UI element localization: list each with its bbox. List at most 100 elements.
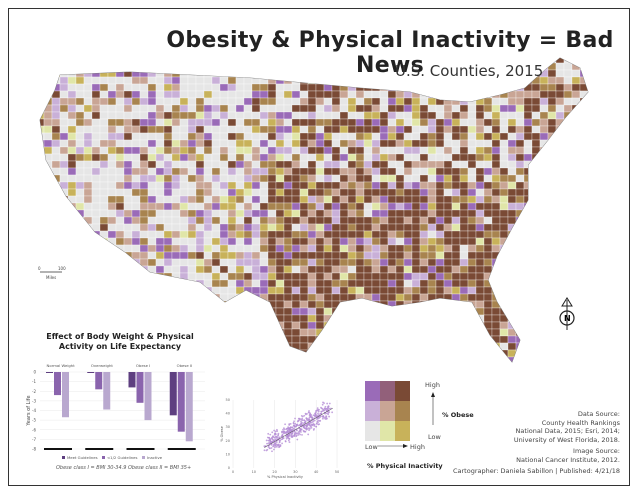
county xyxy=(339,153,349,162)
county xyxy=(195,167,205,176)
county xyxy=(219,153,229,162)
county xyxy=(331,272,341,281)
county xyxy=(75,216,85,225)
county xyxy=(579,76,588,85)
scatter-point xyxy=(324,405,327,408)
county xyxy=(347,356,357,362)
county xyxy=(339,174,349,183)
scatter-point xyxy=(292,421,295,424)
county xyxy=(419,279,429,288)
county xyxy=(91,174,101,183)
county xyxy=(163,125,173,134)
county xyxy=(555,272,565,281)
county xyxy=(235,223,245,232)
county xyxy=(99,202,109,211)
county xyxy=(387,195,397,204)
county xyxy=(411,237,421,246)
county xyxy=(91,251,101,260)
county xyxy=(523,125,533,134)
county xyxy=(523,195,533,204)
county xyxy=(347,181,357,190)
county xyxy=(299,181,309,190)
county xyxy=(315,216,325,225)
county xyxy=(187,153,197,162)
scatter-point xyxy=(326,406,329,408)
county xyxy=(507,328,517,337)
county xyxy=(99,188,109,197)
county xyxy=(523,153,533,162)
county xyxy=(211,300,221,309)
county xyxy=(315,237,325,246)
county xyxy=(267,160,277,169)
county xyxy=(379,300,389,309)
county xyxy=(131,216,141,225)
county xyxy=(267,272,277,281)
county xyxy=(43,202,53,211)
county xyxy=(524,364,532,371)
county xyxy=(131,90,141,99)
county xyxy=(459,237,469,246)
county xyxy=(291,258,301,267)
county xyxy=(299,223,309,232)
county xyxy=(235,90,245,99)
county xyxy=(547,356,557,362)
scatter-point xyxy=(299,433,301,436)
county xyxy=(147,202,157,211)
county xyxy=(139,300,149,309)
county xyxy=(267,349,277,358)
county xyxy=(155,104,165,113)
county xyxy=(267,251,277,260)
county xyxy=(155,83,165,92)
county xyxy=(579,335,588,344)
county xyxy=(427,265,437,274)
county xyxy=(467,153,477,162)
county xyxy=(40,251,45,260)
county xyxy=(347,286,357,295)
county xyxy=(339,314,349,323)
county xyxy=(155,146,165,155)
county xyxy=(235,307,245,316)
county xyxy=(467,265,477,274)
county xyxy=(483,356,493,362)
county xyxy=(539,223,549,232)
county xyxy=(123,314,133,323)
county xyxy=(459,181,469,190)
county xyxy=(475,237,485,246)
county xyxy=(259,307,269,316)
county xyxy=(179,118,189,127)
county xyxy=(115,167,125,176)
county xyxy=(67,293,77,302)
county xyxy=(427,314,437,323)
county xyxy=(571,139,581,148)
county xyxy=(371,139,381,148)
county xyxy=(91,307,101,316)
county xyxy=(179,293,189,302)
county xyxy=(507,307,517,316)
county xyxy=(259,265,269,274)
county xyxy=(323,132,333,141)
county xyxy=(51,286,61,295)
county xyxy=(243,314,253,323)
county xyxy=(99,223,109,232)
county xyxy=(67,97,77,106)
county xyxy=(579,321,588,330)
county xyxy=(411,104,421,113)
county xyxy=(235,328,245,337)
county xyxy=(115,223,125,232)
county xyxy=(59,293,69,302)
county xyxy=(99,251,109,260)
county xyxy=(155,160,165,169)
county xyxy=(212,364,220,371)
county xyxy=(307,279,317,288)
county xyxy=(307,293,317,302)
county xyxy=(499,237,509,246)
county xyxy=(99,118,109,127)
county xyxy=(75,181,85,190)
county xyxy=(523,349,533,358)
county xyxy=(123,216,133,225)
county xyxy=(323,300,333,309)
county xyxy=(363,132,373,141)
county xyxy=(131,272,141,281)
bar xyxy=(62,372,69,418)
